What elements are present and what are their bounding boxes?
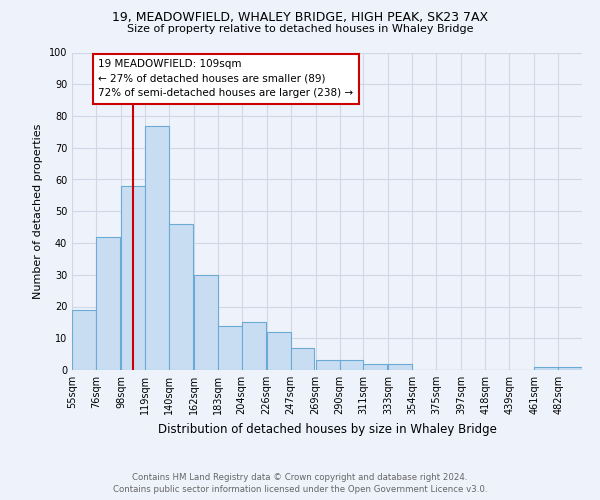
Bar bbox=[96, 236, 120, 370]
Bar bbox=[558, 367, 582, 370]
Bar bbox=[316, 360, 340, 370]
Bar bbox=[145, 126, 169, 370]
Bar bbox=[218, 326, 242, 370]
X-axis label: Distribution of detached houses by size in Whaley Bridge: Distribution of detached houses by size … bbox=[158, 422, 496, 436]
Bar bbox=[242, 322, 266, 370]
Bar bbox=[340, 360, 364, 370]
Bar bbox=[290, 348, 314, 370]
Bar bbox=[194, 275, 218, 370]
Text: Size of property relative to detached houses in Whaley Bridge: Size of property relative to detached ho… bbox=[127, 24, 473, 34]
Text: 19, MEADOWFIELD, WHALEY BRIDGE, HIGH PEAK, SK23 7AX: 19, MEADOWFIELD, WHALEY BRIDGE, HIGH PEA… bbox=[112, 11, 488, 24]
Text: Contains HM Land Registry data © Crown copyright and database right 2024.
Contai: Contains HM Land Registry data © Crown c… bbox=[113, 472, 487, 494]
Bar bbox=[121, 186, 145, 370]
Bar bbox=[534, 367, 558, 370]
Bar bbox=[72, 310, 96, 370]
Bar bbox=[266, 332, 290, 370]
Bar bbox=[169, 224, 193, 370]
Bar bbox=[364, 364, 388, 370]
Y-axis label: Number of detached properties: Number of detached properties bbox=[33, 124, 43, 299]
Text: 19 MEADOWFIELD: 109sqm
← 27% of detached houses are smaller (89)
72% of semi-det: 19 MEADOWFIELD: 109sqm ← 27% of detached… bbox=[98, 59, 353, 98]
Bar bbox=[388, 364, 412, 370]
